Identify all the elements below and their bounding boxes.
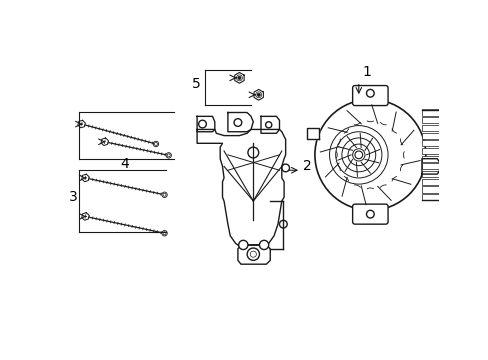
Bar [421, 132, 440, 139]
Polygon shape [81, 213, 89, 220]
Text: 4: 4 [120, 157, 128, 171]
Circle shape [162, 230, 167, 236]
Polygon shape [227, 112, 253, 132]
Bar [421, 140, 440, 147]
Circle shape [257, 93, 260, 96]
Text: 1: 1 [362, 64, 371, 78]
Text: 5: 5 [191, 77, 200, 91]
Polygon shape [421, 159, 439, 174]
Polygon shape [197, 116, 214, 132]
Bar [421, 163, 440, 170]
Circle shape [162, 192, 167, 197]
Polygon shape [197, 130, 285, 249]
Bar [421, 117, 440, 123]
FancyBboxPatch shape [352, 204, 387, 224]
Bar [421, 125, 440, 131]
Circle shape [166, 153, 171, 158]
Bar [421, 171, 440, 177]
Bar [421, 186, 440, 193]
Bar [421, 194, 440, 200]
Bar [421, 156, 440, 162]
FancyBboxPatch shape [352, 86, 387, 105]
Circle shape [259, 240, 268, 249]
Bar [421, 109, 440, 116]
Circle shape [354, 151, 362, 159]
Polygon shape [306, 128, 318, 139]
Polygon shape [101, 138, 108, 145]
Circle shape [153, 141, 158, 147]
Bar [421, 179, 440, 185]
Circle shape [238, 240, 247, 249]
Circle shape [237, 76, 241, 80]
Polygon shape [234, 72, 244, 83]
Polygon shape [81, 174, 89, 182]
Polygon shape [78, 120, 85, 128]
Polygon shape [261, 116, 279, 133]
Circle shape [314, 99, 425, 210]
Polygon shape [238, 245, 270, 264]
Polygon shape [253, 89, 263, 100]
Bar [421, 148, 440, 154]
Text: 3: 3 [68, 190, 77, 204]
Text: 2: 2 [302, 159, 311, 173]
